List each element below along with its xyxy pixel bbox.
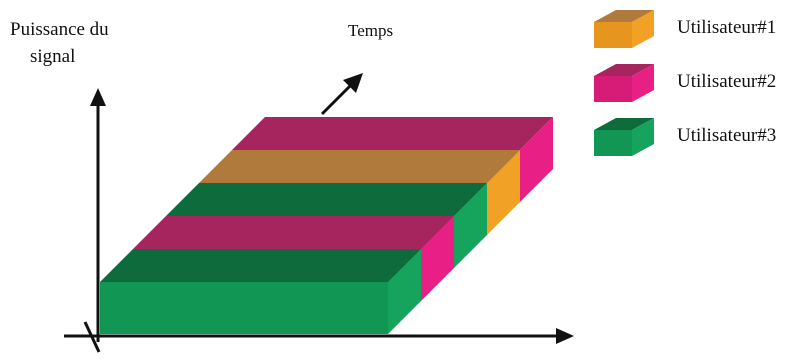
slab-top-face [232, 117, 553, 150]
slab-stack [100, 117, 553, 334]
slab-top-face [166, 183, 487, 216]
legend-swatch-user1 [594, 10, 654, 48]
x-axis [64, 321, 574, 353]
slab-side-face [388, 249, 421, 334]
y-axis-label-line2: signal [30, 46, 75, 67]
legend-cube-front [594, 76, 632, 102]
y-axis-label-line1: Puissance du [10, 19, 109, 40]
slab-top-face [100, 249, 421, 282]
slab-top-face [199, 150, 520, 183]
slab-front-face [100, 282, 388, 334]
legend-cube-top [594, 64, 654, 76]
slab-side-face [520, 117, 553, 202]
legend-label-user1: Utilisateur#1 [677, 17, 776, 38]
slab-top-face [133, 216, 454, 249]
legend-cube-front [594, 22, 632, 48]
legend-item-user3: Utilisateur#3 [594, 118, 776, 156]
y-axis [90, 88, 106, 342]
legend-item-user1: Utilisateur#1 [594, 10, 776, 48]
time-axis-label: Temps [348, 21, 393, 40]
slab-side-face [421, 216, 454, 301]
legend-cube-top [594, 118, 654, 130]
legend-item-user2: Utilisateur#2 [594, 64, 776, 102]
legend-cube-side [632, 64, 654, 102]
legend-swatch-user2 [594, 64, 654, 102]
slab-utilisateur-3 [100, 249, 421, 334]
legend-label-user3: Utilisateur#3 [677, 125, 776, 146]
legend-cube-side [632, 118, 654, 156]
legend-swatch-user3 [594, 118, 654, 156]
legend-label-user2: Utilisateur#2 [677, 71, 776, 92]
legend-cube-front [594, 130, 632, 156]
legend: Utilisateur#1 Utilisateur#2 Utilisateur#… [594, 10, 776, 156]
slab-side-face [487, 150, 520, 235]
legend-cube-side [632, 10, 654, 48]
slab-side-face [454, 183, 487, 268]
legend-cube-top [594, 10, 654, 22]
time-axis-arrow [320, 73, 363, 116]
